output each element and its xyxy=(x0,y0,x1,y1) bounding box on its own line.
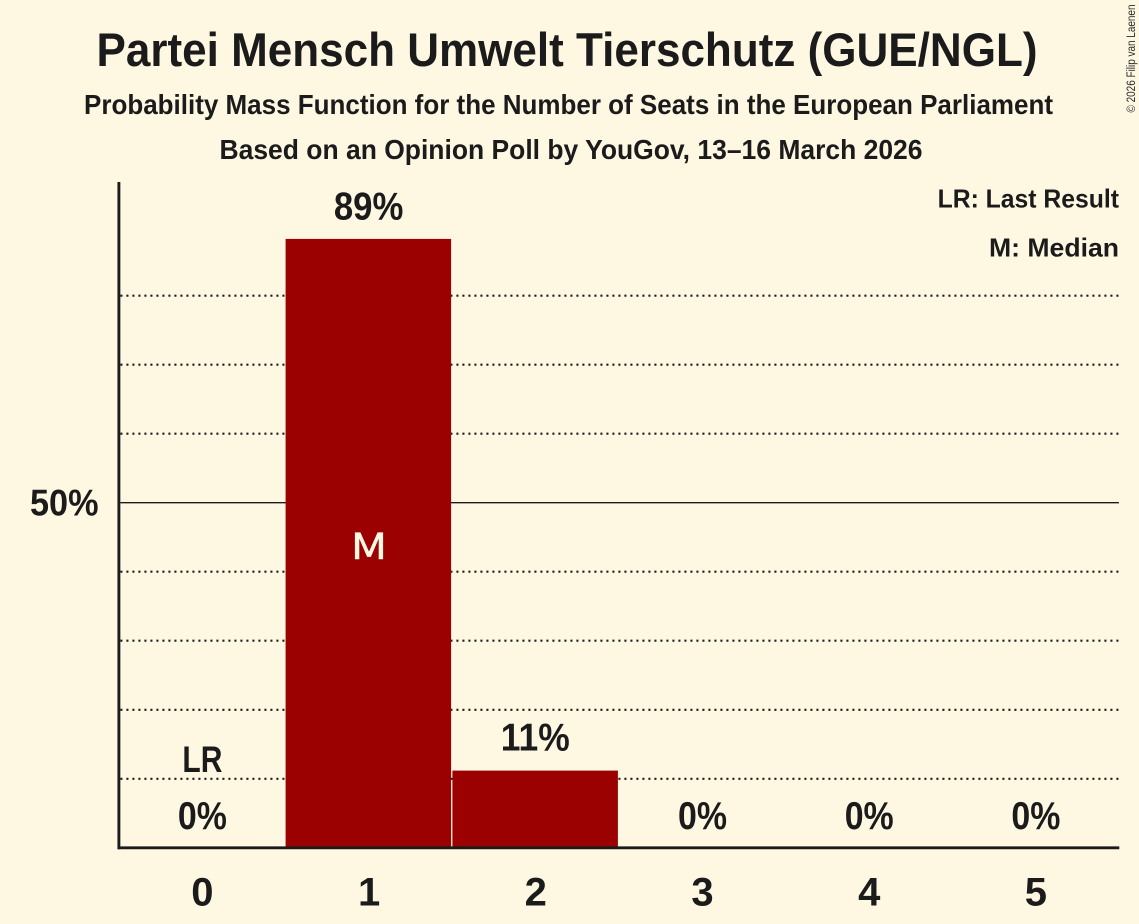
svg-text:0%: 0% xyxy=(178,795,227,838)
svg-text:Based on an Opinion Poll by Yo: Based on an Opinion Poll by YouGov, 13–1… xyxy=(220,134,923,165)
svg-text:11%: 11% xyxy=(501,717,570,760)
svg-text:89%: 89% xyxy=(334,185,404,228)
svg-text:LR: LR xyxy=(182,738,222,780)
svg-text:2: 2 xyxy=(525,870,547,914)
svg-text:0: 0 xyxy=(191,870,213,914)
svg-text:Probability Mass Function for: Probability Mass Function for the Number… xyxy=(84,89,1053,120)
svg-text:Partei Mensch Umwelt Tierschut: Partei Mensch Umwelt Tierschutz (GUE/NGL… xyxy=(97,23,1038,76)
svg-text:50%: 50% xyxy=(30,483,99,524)
svg-text:0%: 0% xyxy=(678,795,727,838)
svg-text:© 2026 Filip van Laenen: © 2026 Filip van Laenen xyxy=(1126,5,1138,113)
svg-text:M: Median: M: Median xyxy=(989,232,1119,262)
svg-text:LR: Last Result: LR: Last Result xyxy=(938,184,1120,214)
svg-text:5: 5 xyxy=(1025,870,1047,914)
svg-text:3: 3 xyxy=(691,870,713,914)
svg-text:1: 1 xyxy=(358,870,380,914)
svg-text:0%: 0% xyxy=(845,795,894,838)
svg-text:0%: 0% xyxy=(1011,795,1060,838)
svg-text:4: 4 xyxy=(858,870,881,914)
